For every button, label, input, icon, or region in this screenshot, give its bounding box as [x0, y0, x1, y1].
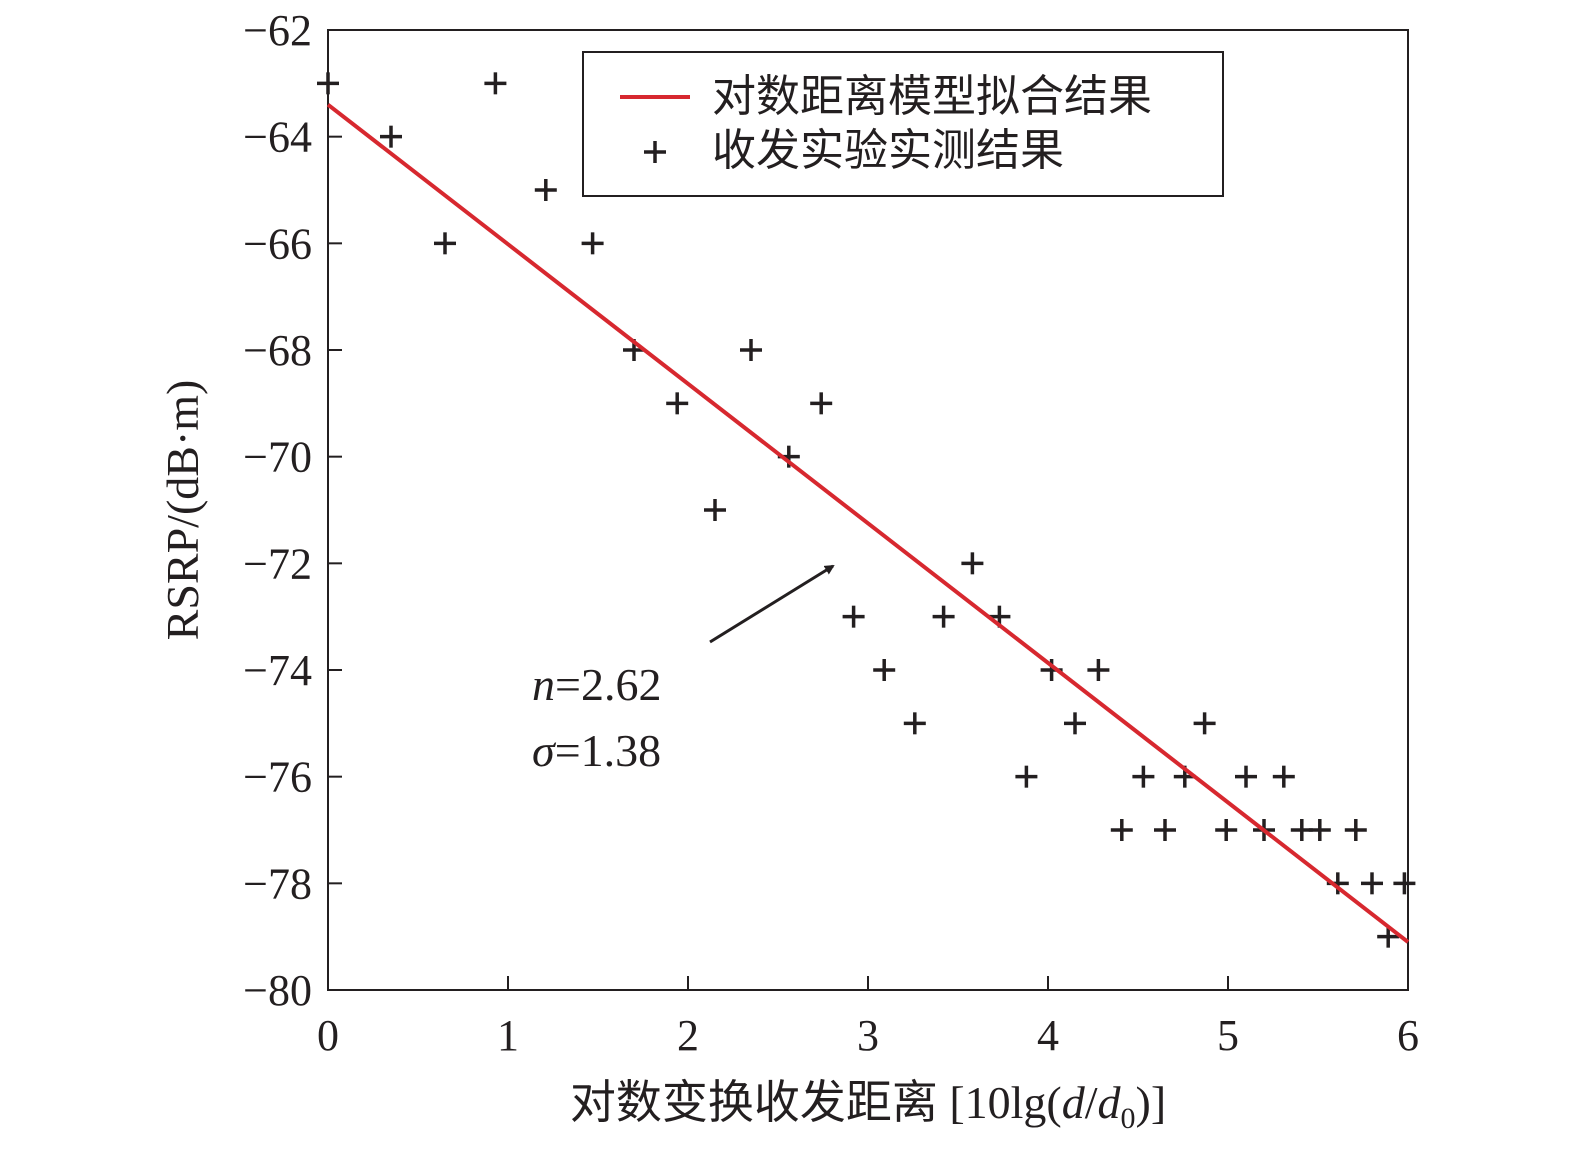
data-point — [666, 392, 689, 415]
data-point — [1272, 765, 1295, 788]
data-point — [1393, 872, 1416, 895]
scatter-series — [317, 72, 1416, 948]
data-point — [1215, 819, 1238, 841]
annotation-n: n=2.62 — [532, 659, 661, 710]
data-point — [704, 499, 726, 521]
data-point — [1235, 765, 1257, 788]
y-tick-label: −78 — [243, 859, 312, 908]
fit-line — [326, 103, 1410, 944]
y-tick-label: −66 — [243, 219, 312, 268]
legend-label-fit: 对数距离模型拟合结果 — [712, 72, 1152, 121]
x-axis-title: 对数变换收发距离 [10lg(d/d0)] — [570, 1077, 1166, 1135]
data-point — [434, 232, 456, 255]
data-point — [961, 552, 984, 575]
data-point — [932, 605, 955, 628]
annotation-sigma: σ=1.38 — [532, 725, 661, 776]
y-tick-label: −80 — [243, 966, 312, 1015]
fit-line-series — [326, 103, 1410, 944]
x-tick-label: 1 — [497, 1011, 519, 1060]
data-point — [842, 605, 865, 628]
data-point — [1308, 819, 1331, 841]
data-point — [873, 659, 896, 681]
y-tick-label: −74 — [243, 646, 312, 695]
data-point — [740, 339, 762, 361]
data-point — [1377, 925, 1400, 948]
y-axis-ticks: −62 −64 −66 −68 −70 −72 −74 −76 −78 −80 — [243, 6, 342, 1015]
x-tick-label: 5 — [1217, 1011, 1239, 1060]
data-point — [1154, 819, 1176, 841]
data-point — [1015, 765, 1038, 788]
data-point — [484, 72, 507, 95]
x-tick-label: 2 — [677, 1011, 699, 1060]
legend-box — [582, 51, 1224, 197]
annotation-arrow — [709, 564, 835, 644]
data-point — [1064, 712, 1086, 735]
legend: 对数距离模型拟合结果 收发实验实测结果 — [582, 51, 1224, 197]
legend-plus-marker — [644, 141, 666, 163]
y-tick-label: −76 — [243, 753, 312, 802]
data-point — [1110, 819, 1133, 841]
data-point — [903, 712, 926, 735]
data-point — [380, 125, 402, 148]
x-axis-ticks: 0 1 2 3 4 5 6 — [317, 976, 1419, 1060]
x-tick-label: 6 — [1397, 1011, 1419, 1060]
legend-plus-swatch — [644, 141, 666, 163]
data-point — [534, 179, 557, 201]
data-point — [1344, 819, 1367, 841]
x-tick-label: 4 — [1037, 1011, 1059, 1060]
x-tick-label: 0 — [317, 1011, 339, 1060]
y-tick-label: −72 — [243, 539, 312, 588]
legend-label-measured: 收发实验实测结果 — [712, 126, 1064, 175]
data-point — [581, 232, 604, 255]
y-tick-label: −70 — [243, 433, 312, 482]
data-point — [1087, 659, 1110, 681]
y-tick-label: −62 — [243, 6, 312, 55]
data-point — [1361, 872, 1383, 895]
y-tick-label: −64 — [243, 113, 312, 162]
y-tick-label: −68 — [243, 326, 312, 375]
annotation: n=2.62 σ=1.38 — [532, 564, 835, 776]
x-tick-label: 3 — [857, 1011, 879, 1060]
data-point — [1132, 765, 1155, 788]
data-point — [810, 392, 833, 415]
data-point — [317, 72, 339, 95]
y-axis-title: RSRP/(dB·m) — [157, 380, 208, 641]
data-point — [1193, 712, 1216, 735]
